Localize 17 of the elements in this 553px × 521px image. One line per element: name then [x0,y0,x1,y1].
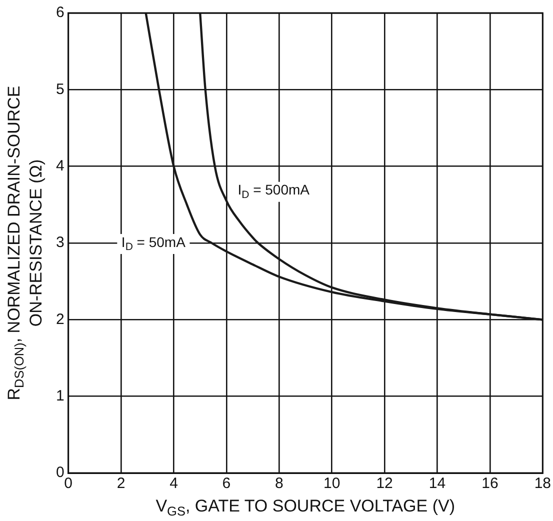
y-tick-label: 3 [56,234,64,252]
x-tick-label: 8 [274,475,284,492]
x-tick-label: 10 [324,475,340,492]
y-tick-label: 5 [56,80,64,98]
y-axis-title: RDS(ON), NORMALIZED DRAIN-SOURCE ON-RESISTANCE (Ω) [4,86,46,400]
x-tick-label: 14 [428,475,446,492]
y-tick-label: 4 [56,157,64,174]
x-tick-label: 6 [222,475,231,492]
x-tick-label: 16 [482,475,498,492]
x-tick-label: 18 [534,475,551,492]
x-tick-label: 12 [376,475,393,492]
y-tick-label: 6 [56,4,64,22]
y-tick-label: 2 [56,310,64,328]
y-tick-label: 0 [56,464,64,482]
x-tick-label: 4 [170,475,178,492]
y-tick-label: 1 [56,387,64,404]
x-tick-label: 2 [116,475,126,492]
